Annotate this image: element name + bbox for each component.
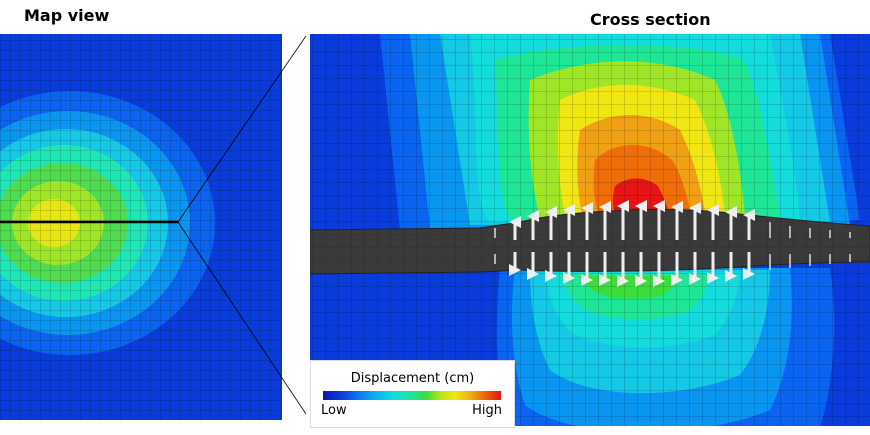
map-view-title: Map view [24, 6, 110, 25]
legend-high-label: High [472, 403, 502, 418]
cross-section-panel [310, 34, 870, 426]
map-mesh [0, 34, 282, 420]
legend: Displacement (cm) Low High [310, 360, 515, 428]
displacement-arrows [509, 200, 755, 287]
map-view-panel [0, 34, 282, 420]
zoom-line-top [177, 35, 307, 223]
legend-low-label: Low [321, 403, 347, 418]
legend-colorbar [323, 391, 501, 400]
cross-section-title: Cross section [590, 10, 711, 29]
zoom-line-bottom [177, 221, 307, 415]
legend-title: Displacement (cm) [350, 371, 475, 386]
